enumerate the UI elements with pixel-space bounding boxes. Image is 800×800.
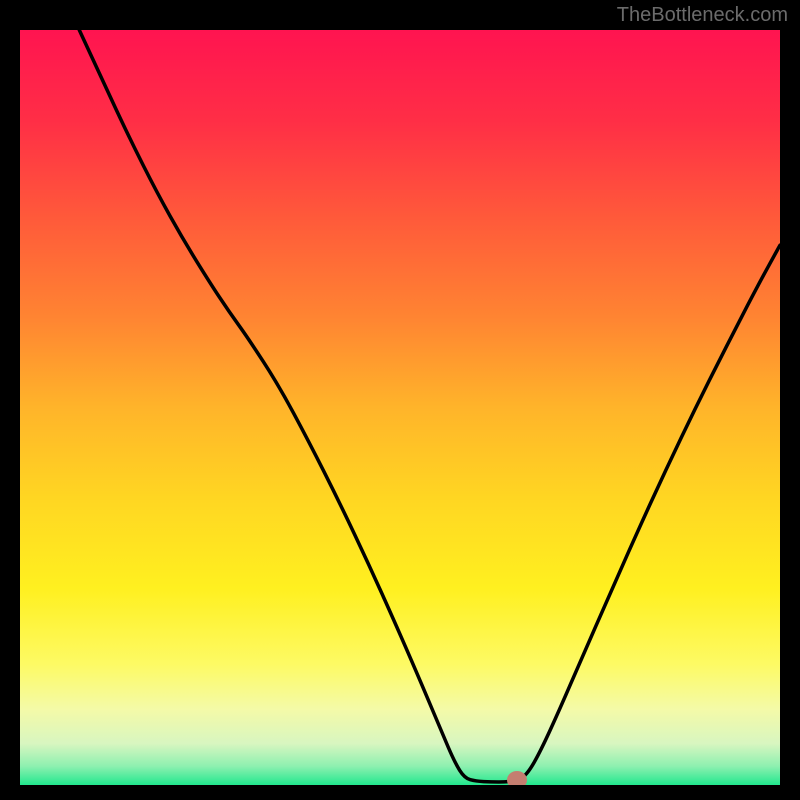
watermark-text: TheBottleneck.com [617, 4, 788, 27]
bottleneck-curve [20, 30, 780, 785]
plot-area [20, 30, 780, 785]
optimum-marker [507, 771, 527, 785]
